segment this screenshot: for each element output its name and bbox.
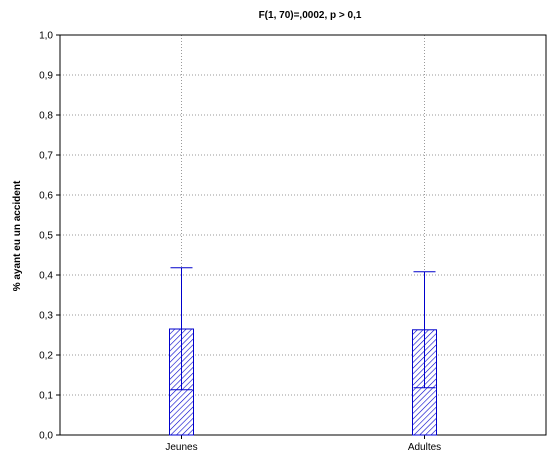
y-tick-label: 0,0 — [39, 431, 53, 442]
x-tick-label: Adultes — [408, 442, 441, 453]
bars — [169, 328, 437, 436]
gridlines — [60, 35, 546, 435]
plot-frame — [59, 34, 547, 436]
y-tick-label: 0,5 — [39, 231, 53, 242]
y-tick-label: 0,8 — [39, 111, 53, 122]
x-tick-labels: Jeunes Adultes — [165, 442, 441, 453]
x-tick-label: Jeunes — [165, 442, 197, 453]
y-axis-label: % ayant eu un accident — [12, 180, 23, 291]
y-tick-label: 0,7 — [39, 151, 53, 162]
axes — [56, 34, 547, 439]
error-bars — [170, 267, 436, 391]
y-tick-label: 0,1 — [39, 391, 53, 402]
y-tick-label: 0,4 — [39, 271, 53, 282]
chart-title: F(1, 70)=,0002, p > 0,1 — [259, 10, 362, 21]
y-tick-label: 0,6 — [39, 191, 53, 202]
y-tick-label: 0,3 — [39, 311, 53, 322]
y-tick-label: 0,2 — [39, 351, 53, 362]
y-tick-label: 1,0 — [39, 31, 53, 42]
y-tick-label: 0,9 — [39, 71, 53, 82]
y-tick-labels: 0,0 0,1 0,2 0,3 0,4 0,5 0,6 0,7 0,8 0,9 1,0 — [39, 31, 53, 442]
